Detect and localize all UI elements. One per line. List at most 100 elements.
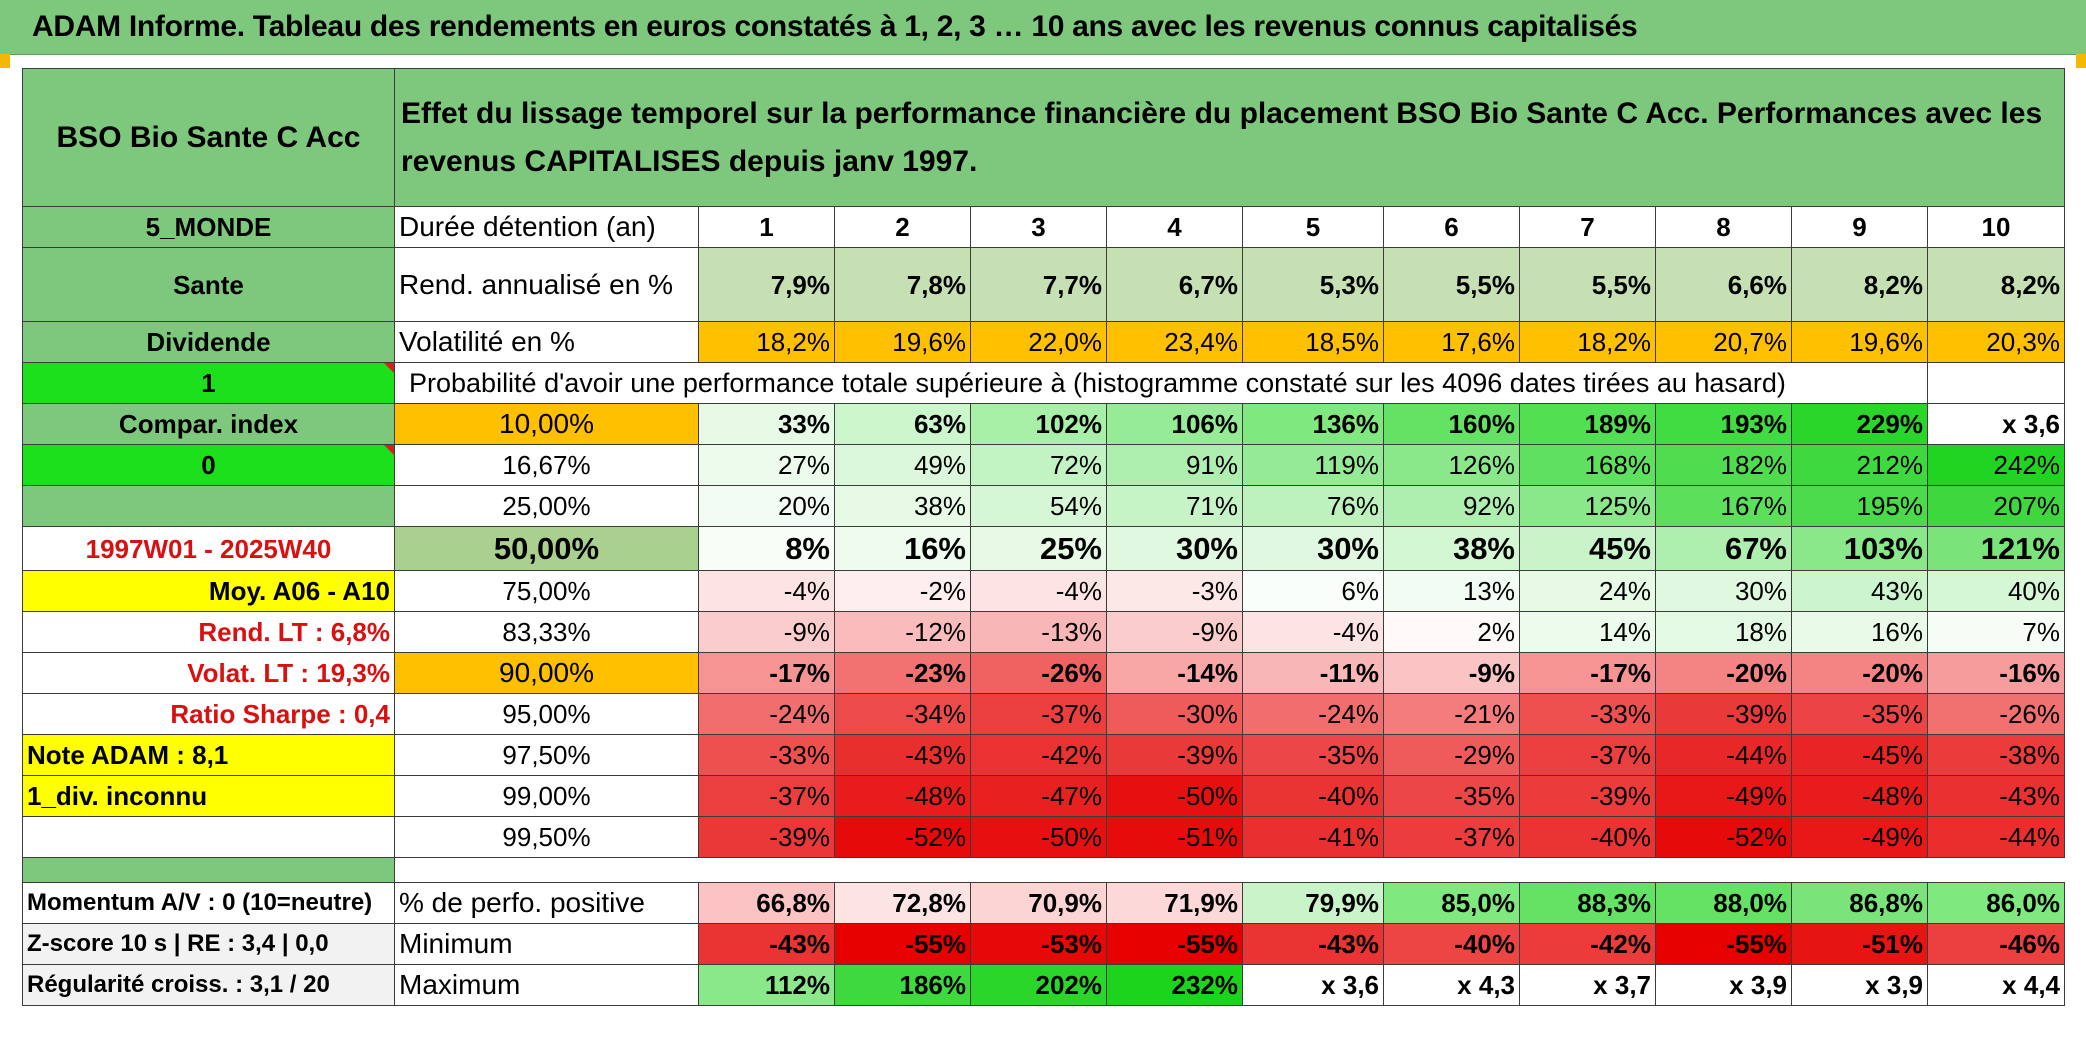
value-cell: 86,8% <box>1791 882 1928 924</box>
value-cell: 8% <box>698 526 835 571</box>
value-cell: 38% <box>834 485 971 527</box>
percentile-label: 97,50% <box>394 734 699 776</box>
year-header: 5 <box>1242 206 1384 248</box>
value-cell: -46% <box>1927 923 2065 965</box>
value-cell: x 4,4 <box>1927 964 2065 1006</box>
performance-table: BSO Bio Sante C Acc Effet du lissage tem… <box>22 68 2065 1006</box>
value-cell: 6% <box>1242 570 1384 612</box>
percentile-label: 10,00% <box>394 403 699 445</box>
value-cell: -12% <box>834 611 971 653</box>
value-cell: 189% <box>1519 403 1656 445</box>
empty-green-cell <box>22 485 395 527</box>
value-cell: -17% <box>1519 652 1656 694</box>
value-cell: 63% <box>834 403 971 445</box>
percentile-label: 16,67% <box>394 444 699 486</box>
rend-value: 6,7% <box>1106 247 1243 322</box>
momentum-label: Momentum A/V : 0 (10=neutre) <box>22 882 395 924</box>
volat-lt-label: Volat. LT : 19,3% <box>22 652 395 694</box>
value-cell: -45% <box>1791 734 1928 776</box>
value-cell: 54% <box>970 485 1107 527</box>
value-cell: -44% <box>1927 816 2065 858</box>
year-header: 1 <box>698 206 835 248</box>
value-cell: -17% <box>698 652 835 694</box>
param-zero[interactable]: 0 <box>22 444 395 486</box>
value-cell: -43% <box>1927 775 2065 817</box>
probability-title: Probabilité d'avoir une performance tota… <box>394 362 1928 404</box>
value-cell: -44% <box>1655 734 1792 776</box>
value-cell: -52% <box>1655 816 1792 858</box>
value-cell: 72% <box>970 444 1107 486</box>
value-cell: x 3,9 <box>1655 964 1792 1006</box>
value-cell: -42% <box>970 734 1107 776</box>
value-cell: -9% <box>698 611 835 653</box>
vol-label: Volatilité en % <box>394 321 699 363</box>
value-cell: -43% <box>834 734 971 776</box>
value-cell: -42% <box>1519 923 1656 965</box>
value-cell: -48% <box>1791 775 1928 817</box>
value-cell: 126% <box>1383 444 1520 486</box>
year-header: 7 <box>1519 206 1656 248</box>
year-header: 2 <box>834 206 971 248</box>
value-cell: -33% <box>698 734 835 776</box>
vol-value: 18,2% <box>698 321 835 363</box>
value-cell: -24% <box>1242 693 1384 735</box>
param-one[interactable]: 1 <box>22 362 395 404</box>
separator <box>395 858 2065 883</box>
value-cell: -37% <box>1383 816 1520 858</box>
title-bar: ADAM Informe. Tableau des rendements en … <box>0 0 2086 55</box>
value-cell: -55% <box>834 923 971 965</box>
value-cell: -51% <box>1106 816 1243 858</box>
percentile-label: 90,00% <box>394 652 699 694</box>
value-cell: -26% <box>970 652 1107 694</box>
value-cell: 88,3% <box>1519 882 1656 924</box>
value-cell: -24% <box>698 693 835 735</box>
year-header: 6 <box>1383 206 1520 248</box>
value-cell: 76% <box>1242 485 1384 527</box>
year-header: 9 <box>1791 206 1928 248</box>
separator-green <box>22 857 395 883</box>
type-label: Dividende <box>22 321 395 363</box>
value-cell: -41% <box>1242 816 1384 858</box>
value-cell: -30% <box>1106 693 1243 735</box>
value-cell: -4% <box>698 570 835 612</box>
empty-cell <box>1927 362 2065 404</box>
value-cell: 7% <box>1927 611 2065 653</box>
value-cell: 18% <box>1655 611 1792 653</box>
value-cell: -9% <box>1106 611 1243 653</box>
value-cell: -50% <box>970 816 1107 858</box>
value-cell: 121% <box>1927 526 2065 571</box>
vol-value: 23,4% <box>1106 321 1243 363</box>
value-cell: -43% <box>1242 923 1384 965</box>
value-cell: 125% <box>1519 485 1656 527</box>
note-label: Note ADAM : 8,1 <box>22 734 395 776</box>
value-cell: 16% <box>834 526 971 571</box>
vol-value: 19,6% <box>1791 321 1928 363</box>
corner-marker-right <box>2076 54 2086 68</box>
duration-header: Durée détention (an) <box>394 206 699 248</box>
value-cell: 102% <box>970 403 1107 445</box>
value-cell: -35% <box>1791 693 1928 735</box>
percentile-label: 99,50% <box>394 816 699 858</box>
value-cell: 112% <box>698 964 835 1006</box>
value-cell: 160% <box>1383 403 1520 445</box>
value-cell: -55% <box>1655 923 1792 965</box>
vol-value: 22,0% <box>970 321 1107 363</box>
value-cell: 72,8% <box>834 882 971 924</box>
value-cell: 30% <box>1106 526 1243 571</box>
rend-value: 5,3% <box>1242 247 1384 322</box>
zone-label: 5_MONDE <box>22 206 395 248</box>
value-cell: -33% <box>1519 693 1656 735</box>
rend-value: 8,2% <box>1927 247 2065 322</box>
value-cell: 30% <box>1242 526 1384 571</box>
value-cell: -11% <box>1242 652 1384 694</box>
value-cell: -23% <box>834 652 971 694</box>
vol-value: 20,3% <box>1927 321 2065 363</box>
value-cell: -49% <box>1791 816 1928 858</box>
rend-value: 6,6% <box>1655 247 1792 322</box>
value-cell: 38% <box>1383 526 1520 571</box>
period-label: 1997W01 - 2025W40 <box>22 526 395 571</box>
value-cell: -35% <box>1242 734 1384 776</box>
value-cell: -55% <box>1106 923 1243 965</box>
rend-value: 5,5% <box>1383 247 1520 322</box>
percentile-label: 25,00% <box>394 485 699 527</box>
